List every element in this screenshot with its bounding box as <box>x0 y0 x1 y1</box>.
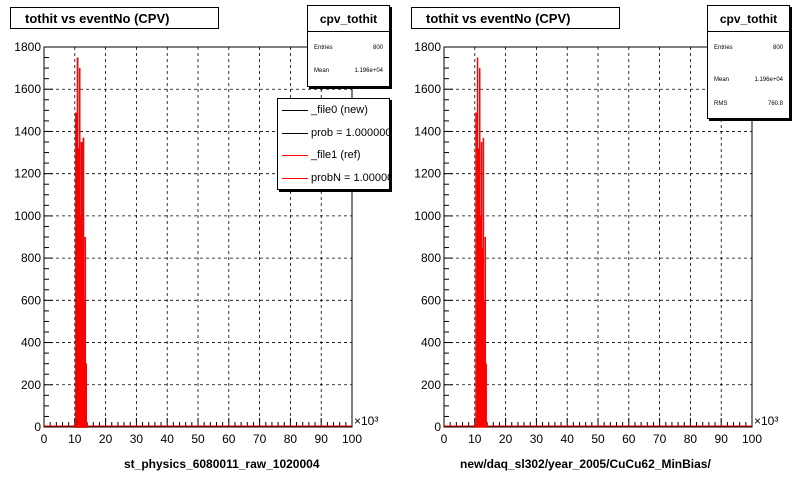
x-tick-label: 0 <box>441 432 448 446</box>
x-tick-label: 10 <box>68 432 82 446</box>
y-tick-label: 1800 <box>14 40 41 54</box>
legend-entry: prob = 1.000000 <box>278 122 389 145</box>
y-tick-label: 0 <box>434 420 441 434</box>
x-tick-label: 80 <box>284 432 298 446</box>
legend-swatch <box>282 155 308 156</box>
y-tick-label: 200 <box>21 378 41 392</box>
stat-label: Entries <box>714 45 733 51</box>
pad2-footer-label: new/daq_sl302/year_2005/CuCu62_MinBias/ <box>460 457 711 471</box>
pad1-stats-row: Mean 1.196e+04 <box>308 64 389 78</box>
x-tick-label: 20 <box>99 432 113 446</box>
x-tick-label: 70 <box>653 432 667 446</box>
pad1-title: tothit vs eventNo (CPV) <box>10 7 219 29</box>
y-tick-label: 1200 <box>414 167 441 181</box>
stat-label: Mean <box>714 77 730 83</box>
pad2-stats-row: RMS 760.8 <box>708 96 789 112</box>
x-tick-label: 100 <box>742 432 762 446</box>
pad1-legend: _file0 (new) prob = 1.000000 _file1 (ref… <box>277 98 390 190</box>
y-tick-label: 0 <box>34 420 41 434</box>
stat-value: 760.8 <box>767 101 783 107</box>
legend-entry: _file1 (ref) <box>278 144 389 167</box>
y-tick-label: 1200 <box>14 167 41 181</box>
y-tick-label: 400 <box>21 336 41 350</box>
pad2-stats-row: Entries 800 <box>708 32 789 64</box>
x-tick-label: 40 <box>561 432 575 446</box>
y-tick-label: 600 <box>421 293 441 307</box>
pad2-stats-row: Mean 1.196e+04 <box>708 64 789 96</box>
x-tick-label: 50 <box>591 432 605 446</box>
x-tick-label: 70 <box>253 432 267 446</box>
x-tick-label: 0 <box>41 432 48 446</box>
pad1-stats-box: cpv_tothit Entries 800 Mean 1.196e+04 <box>307 5 390 87</box>
pad1-footer-label: st_physics_6080011_raw_1020004 <box>124 457 320 471</box>
x-axis-multiplier: ×10³ <box>754 414 778 428</box>
y-tick-label: 1000 <box>414 209 441 223</box>
x-tick-label: 80 <box>684 432 698 446</box>
x-tick-label: 60 <box>222 432 236 446</box>
pad1-stats-name: cpv_tothit <box>308 6 389 32</box>
x-tick-label: 10 <box>468 432 482 446</box>
legend-label: prob = 1.000000 <box>311 126 390 139</box>
stat-value: 1.196e+04 <box>754 77 783 83</box>
y-tick-label: 400 <box>421 336 441 350</box>
x-tick-label: 100 <box>342 432 362 446</box>
y-tick-label: 1400 <box>414 124 441 138</box>
y-tick-label: 200 <box>421 378 441 392</box>
x-tick-label: 90 <box>715 432 729 446</box>
y-tick-label: 1400 <box>14 124 41 138</box>
y-tick-label: 1800 <box>414 40 441 54</box>
y-tick-label: 800 <box>421 251 441 265</box>
y-tick-label: 800 <box>21 251 41 265</box>
legend-swatch <box>282 132 308 134</box>
pad2-stats-box: cpv_tothit Entries 800 Mean 1.196e+04 RM… <box>707 5 790 119</box>
stat-value: 800 <box>772 45 783 51</box>
stat-label: RMS <box>714 101 728 107</box>
x-tick-label: 60 <box>622 432 636 446</box>
stat-value: 1.196e+04 <box>354 68 383 74</box>
x-tick-label: 20 <box>499 432 513 446</box>
x-tick-label: 30 <box>130 432 144 446</box>
pad2-stats-name: cpv_tothit <box>708 6 789 32</box>
x-tick-label: 90 <box>315 432 329 446</box>
pad1-stats-row: Entries 800 <box>308 32 389 64</box>
legend-swatch <box>282 110 308 111</box>
x-tick-label: 50 <box>191 432 205 446</box>
y-tick-label: 600 <box>21 293 41 307</box>
stat-label: Mean <box>314 68 330 74</box>
x-tick-label: 30 <box>530 432 544 446</box>
y-tick-label: 1000 <box>14 209 41 223</box>
y-tick-label: 1600 <box>14 82 41 96</box>
legend-label: _file0 (new) <box>311 104 368 116</box>
legend-swatch <box>282 177 308 179</box>
series-line <box>475 57 488 428</box>
legend-label: _file1 (ref) <box>311 149 361 161</box>
stat-label: Entries <box>314 45 333 51</box>
legend-entry: _file0 (new) <box>278 99 389 122</box>
pad2-title: tothit vs eventNo (CPV) <box>411 7 620 29</box>
stat-value: 800 <box>372 45 383 51</box>
x-axis-multiplier: ×10³ <box>354 414 378 428</box>
legend-entry: probN = 1.000000 <box>278 167 389 190</box>
legend-label: probN = 1.000000 <box>311 171 389 184</box>
x-tick-label: 40 <box>161 432 175 446</box>
series-line--file1-ref- <box>75 57 88 428</box>
y-tick-label: 1600 <box>414 82 441 96</box>
